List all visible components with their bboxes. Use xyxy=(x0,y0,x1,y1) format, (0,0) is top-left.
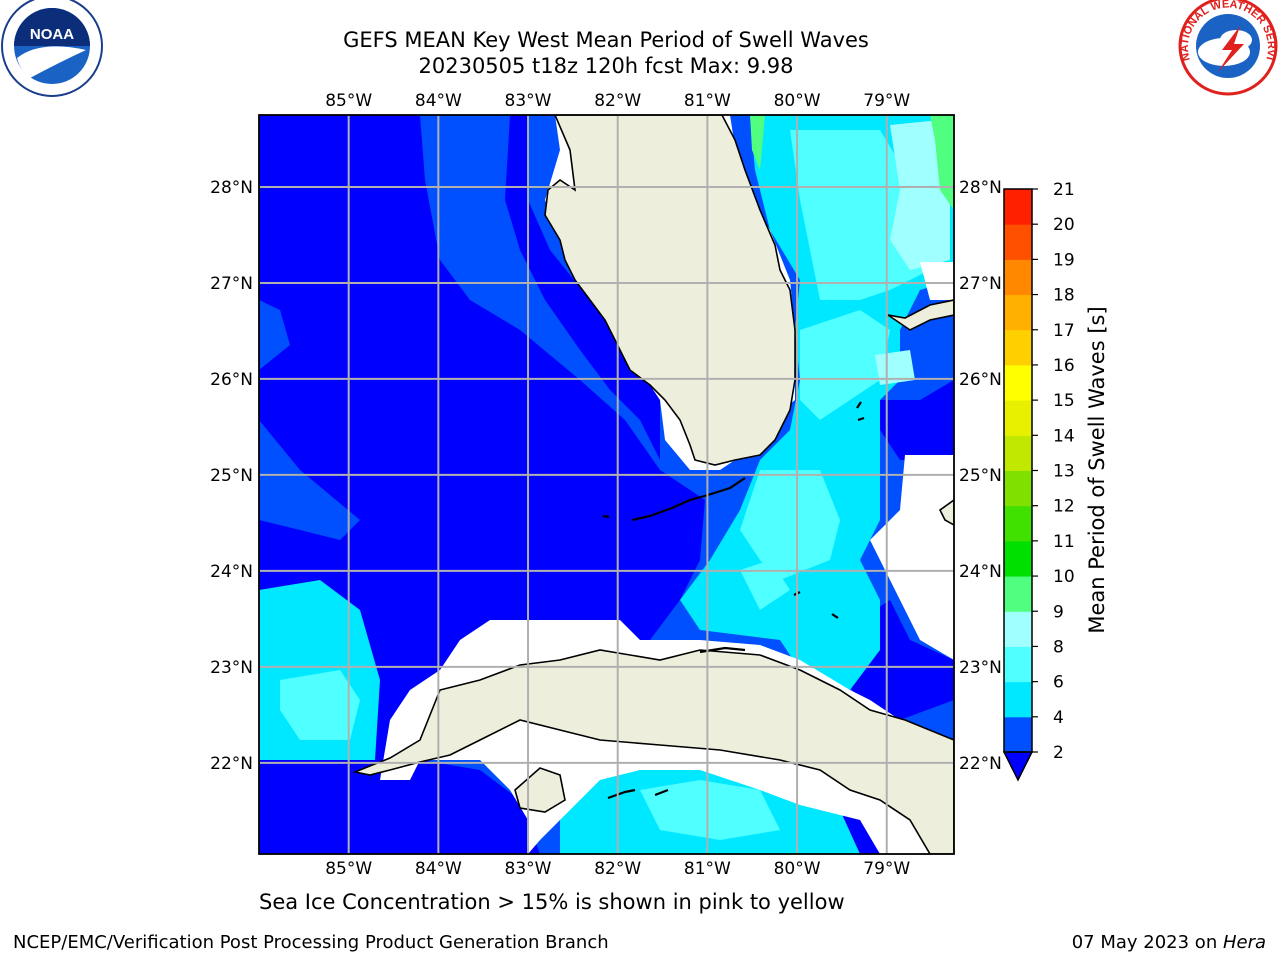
lat-tick-left: 26°N xyxy=(210,370,253,390)
lat-tick-right: 22°N xyxy=(959,754,1002,774)
colorbar-tick-label: 15 xyxy=(1053,391,1075,411)
colorbar-label: Mean Period of Swell Waves [s] xyxy=(1085,306,1109,634)
credit-host: Hera xyxy=(1222,932,1266,953)
lat-tick-right: 28°N xyxy=(959,178,1002,198)
colorbar-segment xyxy=(1004,400,1032,436)
lat-tick-left: 22°N xyxy=(210,754,253,774)
lat-tick-left: 28°N xyxy=(210,178,253,198)
colorbar-tick-label: 16 xyxy=(1053,356,1075,376)
colorbar-segment xyxy=(1004,716,1032,753)
lon-tick-top: 82°W xyxy=(594,91,641,111)
chart-title: GEFS MEAN Key West Mean Period of Swell … xyxy=(343,28,869,52)
noaa-logo: NOAA xyxy=(1,0,103,97)
lon-tick-bottom: 79°W xyxy=(863,859,910,879)
colorbar-tick-label: 17 xyxy=(1053,321,1075,341)
lat-tick-left: 27°N xyxy=(210,274,253,294)
colorbar-tick-label: 21 xyxy=(1053,180,1075,200)
colorbar-tick-label: 6 xyxy=(1053,673,1064,693)
sea-ice-caption: Sea Ice Concentration > 15% is shown in … xyxy=(259,890,845,914)
colorbar-segment xyxy=(1004,224,1032,260)
colorbar-segment xyxy=(1004,294,1032,331)
colorbar-segment xyxy=(1004,646,1032,683)
lat-tick-left: 23°N xyxy=(210,658,253,678)
credit-branch: NCEP/EMC/Verification Post Processing Pr… xyxy=(13,932,609,953)
lon-tick-top: 80°W xyxy=(774,91,821,111)
lon-tick-bottom: 83°W xyxy=(505,859,552,879)
colorbar-segment xyxy=(1004,576,1032,612)
colorbar-tick-label: 20 xyxy=(1053,215,1075,235)
chart-subtitle: 20230505 t18z 120h fcst Max: 9.98 xyxy=(418,54,794,78)
lat-tick-right: 26°N xyxy=(959,370,1002,390)
lat-tick-labels-left: 22°N 23°N 24°N 25°N 26°N 27°N 28°N xyxy=(210,178,253,774)
colorbar-tick-label: 13 xyxy=(1053,462,1075,482)
colorbar-tick-label: 9 xyxy=(1053,602,1064,622)
colorbar-tick-label: 10 xyxy=(1053,567,1075,587)
colorbar-tick-label: 12 xyxy=(1053,497,1075,517)
colorbar-segment xyxy=(1004,364,1032,401)
credit-date-text: 07 May 2023 on xyxy=(1071,932,1223,953)
lon-tick-top: 81°W xyxy=(684,91,731,111)
colorbar-segment xyxy=(1004,611,1032,647)
noaa-logo-text: NOAA xyxy=(30,26,74,43)
lat-tick-right: 23°N xyxy=(959,658,1002,678)
colorbar-segment xyxy=(1004,189,1032,225)
colorbar-tick-label: 8 xyxy=(1053,637,1064,657)
colorbar-segment xyxy=(1004,470,1032,507)
lon-tick-bottom: 82°W xyxy=(594,859,641,879)
colorbar-tick-label: 18 xyxy=(1053,286,1075,306)
lon-tick-top: 84°W xyxy=(415,91,462,111)
lon-tick-bottom: 80°W xyxy=(774,859,821,879)
colorbar-segment xyxy=(1004,259,1032,296)
colorbar-tick-label: 14 xyxy=(1053,426,1075,446)
lon-tick-bottom: 84°W xyxy=(415,859,462,879)
lat-tick-left: 24°N xyxy=(210,562,253,582)
colorbar-extend-triangle xyxy=(1002,751,1034,782)
colorbar-segment xyxy=(1004,540,1032,577)
graticule xyxy=(259,115,954,854)
colorbar-tick-label: 11 xyxy=(1053,532,1075,552)
lat-tick-right: 27°N xyxy=(959,274,1002,294)
lon-tick-labels-top: 85°W 84°W 83°W 82°W 81°W 80°W 79°W xyxy=(325,91,910,111)
colorbar-segment xyxy=(1004,505,1032,542)
colorbar-segment xyxy=(1004,681,1032,718)
credit-date: 07 May 2023 on Hera xyxy=(1072,932,1266,953)
lon-tick-top: 79°W xyxy=(863,91,910,111)
colorbar-segment xyxy=(1004,329,1032,366)
colorbar: 2 4 6 8 9 10 11 12 13 14 15 16 17 18 19 20 21 xyxy=(1002,180,1075,782)
colorbar-segment xyxy=(1004,435,1032,471)
colorbar-tick-label: 4 xyxy=(1053,708,1064,728)
lat-tick-left: 25°N xyxy=(210,466,253,486)
swell-period-field xyxy=(259,115,954,854)
lat-tick-right: 25°N xyxy=(959,466,1002,486)
lon-tick-top: 85°W xyxy=(325,91,372,111)
colorbar-tick-label: 2 xyxy=(1053,743,1064,763)
lon-tick-labels-bottom: 85°W 84°W 83°W 82°W 81°W 80°W 79°W xyxy=(325,859,910,879)
lat-tick-labels-right: 22°N 23°N 24°N 25°N 26°N 27°N 28°N xyxy=(959,178,1002,774)
colorbar-tick-label: 19 xyxy=(1053,250,1075,270)
lon-tick-bottom: 81°W xyxy=(684,859,731,879)
lat-tick-right: 24°N xyxy=(959,562,1002,582)
lon-tick-top: 83°W xyxy=(505,91,552,111)
lon-tick-bottom: 85°W xyxy=(325,859,372,879)
map-frame xyxy=(258,114,955,855)
